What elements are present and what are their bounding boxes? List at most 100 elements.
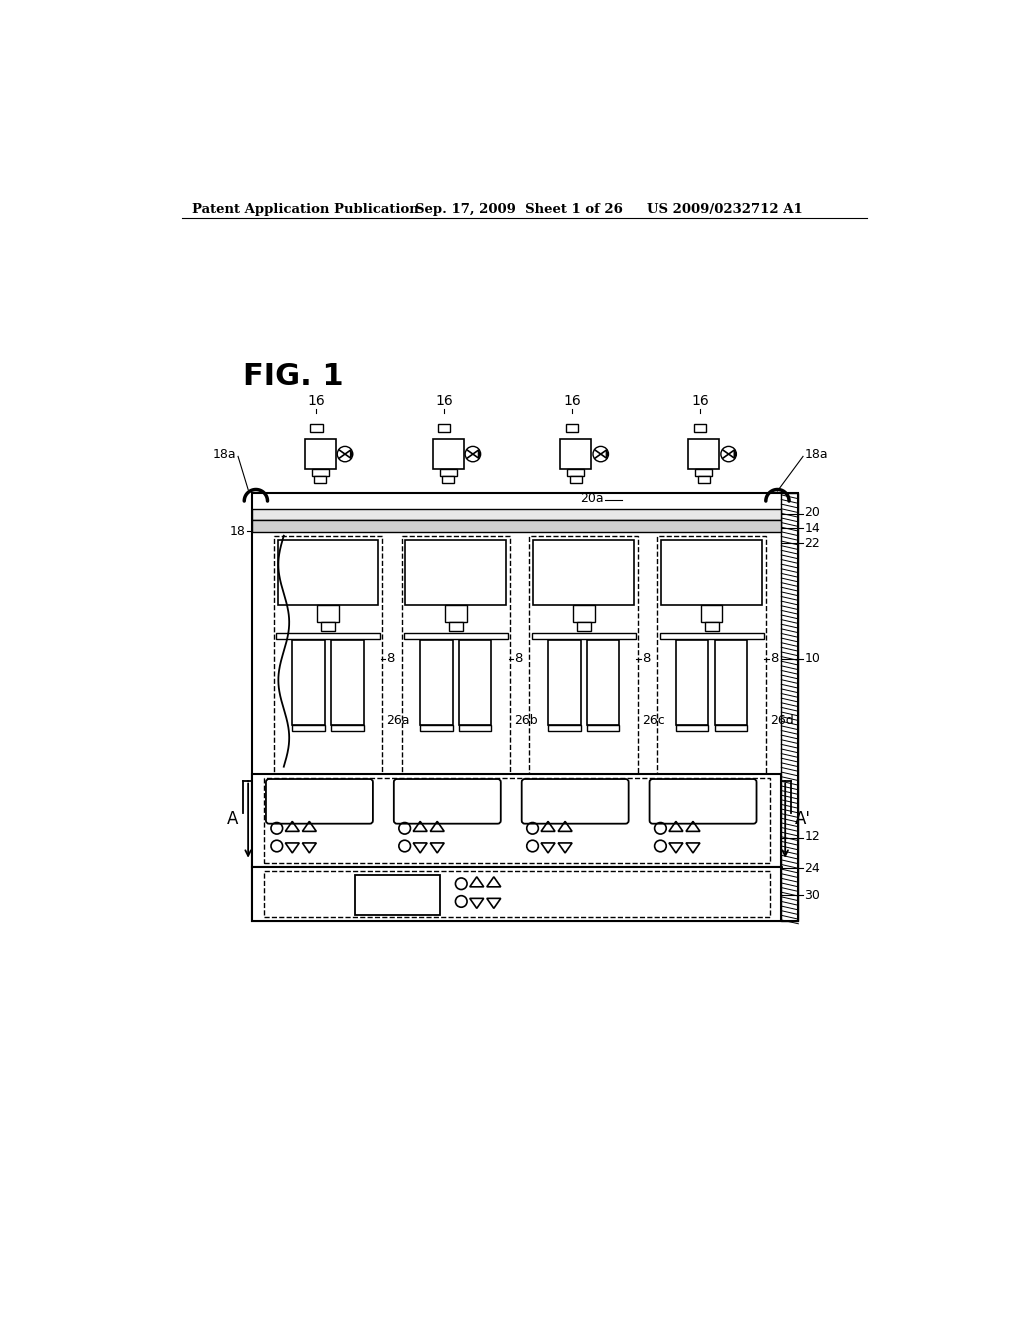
Circle shape — [337, 446, 352, 462]
Bar — [252, 775, 781, 867]
Text: 12: 12 — [805, 829, 820, 842]
Bar — [705, 622, 719, 631]
Text: 52a: 52a — [372, 795, 395, 808]
Text: 8: 8 — [514, 652, 522, 665]
Bar — [292, 640, 325, 725]
Text: 20: 20 — [805, 506, 820, 519]
Bar — [572, 605, 595, 622]
Text: A: A — [226, 810, 238, 828]
Bar — [273, 536, 382, 775]
Text: 26a: 26a — [386, 714, 410, 727]
Text: 18a: 18a — [213, 449, 237, 462]
Text: 30: 30 — [805, 888, 820, 902]
Text: 16: 16 — [435, 393, 453, 408]
Bar — [534, 540, 634, 605]
Bar — [693, 424, 707, 432]
Bar — [263, 779, 770, 863]
Circle shape — [465, 446, 480, 462]
Text: 50e: 50e — [510, 878, 534, 890]
Bar — [459, 725, 492, 731]
Text: 26c: 26c — [642, 714, 665, 727]
Text: FIG. 1: FIG. 1 — [243, 363, 343, 392]
Bar — [321, 622, 335, 631]
Bar — [587, 640, 620, 725]
Bar — [331, 725, 364, 731]
Bar — [715, 640, 748, 725]
Bar — [688, 440, 719, 469]
Bar — [569, 477, 583, 483]
Bar — [420, 725, 453, 731]
Text: Sep. 17, 2009  Sheet 1 of 26: Sep. 17, 2009 Sheet 1 of 26 — [415, 203, 623, 216]
Text: 26b: 26b — [514, 714, 538, 727]
Bar — [577, 622, 591, 631]
Bar — [459, 640, 492, 725]
Polygon shape — [478, 450, 480, 458]
Bar — [781, 494, 799, 921]
Text: 50b: 50b — [454, 822, 477, 834]
Bar — [331, 640, 364, 725]
Bar — [560, 440, 592, 469]
Text: 18a: 18a — [805, 449, 828, 462]
Text: 16: 16 — [563, 393, 581, 408]
Polygon shape — [734, 450, 736, 458]
Bar — [252, 867, 781, 921]
Bar — [252, 494, 799, 921]
Circle shape — [593, 446, 608, 462]
Bar — [587, 725, 620, 731]
Bar — [314, 477, 327, 483]
Bar — [567, 469, 585, 477]
FancyBboxPatch shape — [394, 779, 501, 824]
Text: 16: 16 — [307, 393, 326, 408]
Text: 20a: 20a — [581, 492, 604, 506]
Bar — [439, 469, 457, 477]
Bar — [406, 540, 506, 605]
Bar — [566, 424, 579, 432]
Bar — [317, 605, 339, 622]
Text: 14: 14 — [805, 521, 820, 535]
Bar — [442, 477, 455, 483]
Text: 52e: 52e — [332, 888, 355, 902]
Bar — [548, 640, 581, 725]
Bar — [548, 725, 581, 731]
Text: 8: 8 — [386, 652, 394, 665]
Bar — [700, 605, 722, 622]
Bar — [715, 725, 748, 731]
Bar — [252, 508, 781, 520]
Bar — [252, 520, 781, 532]
Bar — [676, 640, 709, 725]
Text: 50a: 50a — [326, 822, 349, 834]
Bar — [401, 536, 510, 775]
Bar — [695, 469, 713, 477]
Text: Patent Application Publication: Patent Application Publication — [191, 203, 418, 216]
Text: 8: 8 — [770, 652, 778, 665]
Bar — [305, 440, 336, 469]
FancyBboxPatch shape — [649, 779, 757, 824]
Bar — [697, 477, 710, 483]
Text: 26d: 26d — [770, 714, 794, 727]
Text: 10: 10 — [805, 652, 820, 665]
FancyBboxPatch shape — [521, 779, 629, 824]
Text: A': A' — [796, 810, 811, 828]
Text: US 2009/0232712 A1: US 2009/0232712 A1 — [647, 203, 803, 216]
Bar — [445, 605, 467, 622]
Bar — [278, 540, 378, 605]
Bar — [310, 424, 323, 432]
Bar — [263, 871, 770, 917]
Polygon shape — [606, 450, 608, 458]
Bar — [292, 725, 325, 731]
Bar — [531, 632, 636, 639]
Text: 52c: 52c — [627, 795, 650, 808]
Text: 24: 24 — [805, 862, 820, 875]
Bar — [420, 640, 453, 725]
Bar — [676, 725, 709, 731]
Bar — [432, 440, 464, 469]
Text: 18: 18 — [230, 524, 246, 537]
Text: 22: 22 — [805, 537, 820, 550]
Text: 52d: 52d — [755, 795, 779, 808]
Text: 8: 8 — [642, 652, 650, 665]
Bar — [529, 536, 638, 775]
FancyBboxPatch shape — [355, 875, 439, 915]
Bar — [276, 632, 380, 639]
Circle shape — [721, 446, 736, 462]
Polygon shape — [350, 450, 352, 458]
